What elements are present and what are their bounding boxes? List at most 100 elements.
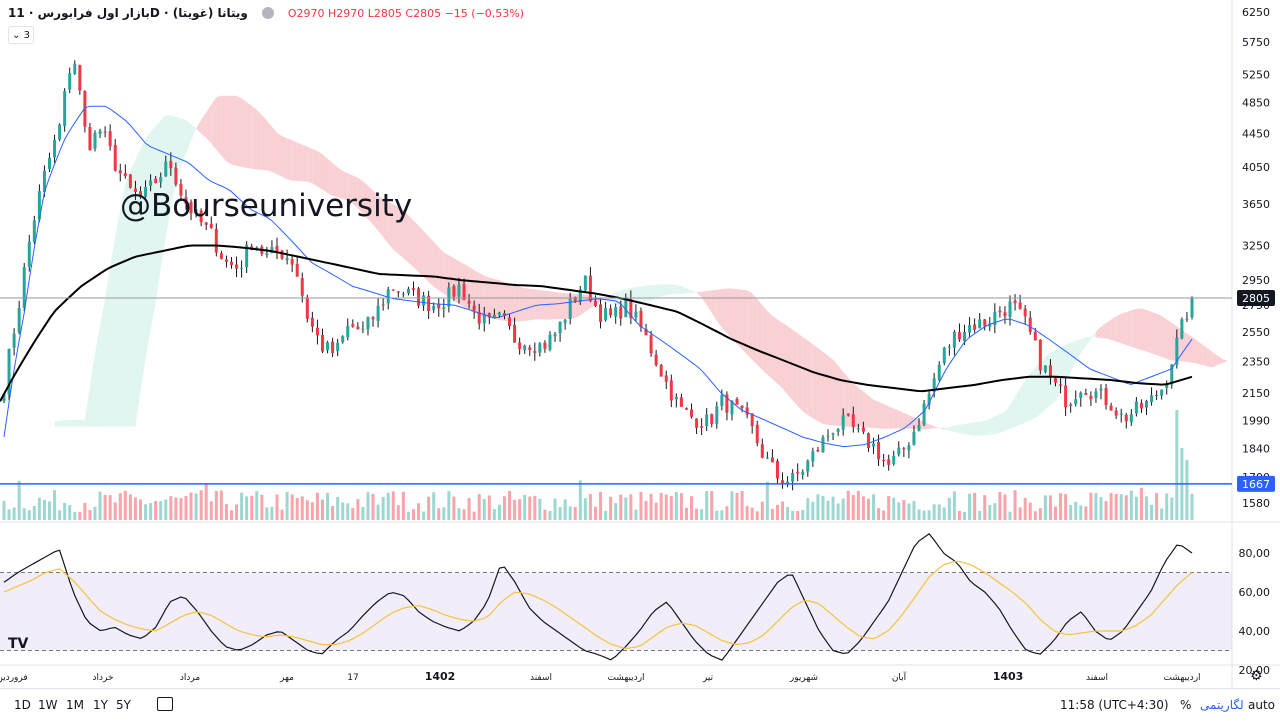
- cloud-segment: [64, 419, 70, 427]
- cloud-segment: [1106, 319, 1112, 340]
- cloud-segment: [731, 288, 738, 344]
- gear-icon[interactable]: ⚙: [1250, 668, 1263, 684]
- cloud-segment: [534, 289, 540, 320]
- candle: [781, 472, 785, 489]
- cloud-segment: [160, 115, 166, 269]
- candle: [588, 267, 592, 303]
- volume-bar: [250, 495, 254, 520]
- candle: [275, 237, 279, 260]
- timeframe-1w[interactable]: 1W: [38, 698, 58, 712]
- candle: [518, 337, 522, 355]
- eye-icon[interactable]: [261, 7, 274, 19]
- candle: [401, 291, 405, 298]
- timeframe-1y[interactable]: 1Y: [93, 698, 108, 712]
- candle: [356, 322, 360, 330]
- time-tick-label: فروردین: [0, 673, 28, 683]
- candle: [154, 175, 158, 184]
- cloud-segment: [261, 114, 267, 171]
- candle: [315, 319, 319, 345]
- tradingview-logo-icon: TV: [8, 636, 29, 652]
- candle: [326, 340, 330, 354]
- cloud-segment: [1217, 355, 1223, 366]
- cloud-segment: [898, 410, 904, 429]
- candle: [695, 418, 699, 434]
- volume-bar: [411, 509, 415, 520]
- cloud-segment: [413, 220, 419, 273]
- volume-bar: [17, 480, 21, 520]
- candle: [184, 189, 188, 210]
- volume-bar: [573, 507, 577, 520]
- volume-bar: [366, 492, 370, 520]
- candle: [952, 329, 956, 356]
- candle: [477, 303, 481, 330]
- timeframe-1m[interactable]: 1M: [66, 698, 84, 712]
- candle: [199, 208, 203, 227]
- cloud-segment: [433, 241, 439, 291]
- candle: [189, 199, 193, 221]
- cloud-segment: [307, 146, 313, 184]
- volume-bar: [1013, 490, 1017, 520]
- candle: [437, 297, 441, 317]
- timeframe-1d[interactable]: 1D: [14, 698, 31, 712]
- price-tick-label: 5750: [1242, 36, 1270, 49]
- volume-bar: [963, 511, 967, 520]
- candle: [128, 174, 132, 189]
- log-scale-toggle[interactable]: لگاریتمی: [1200, 698, 1244, 712]
- candle: [159, 172, 163, 188]
- cloud-segment: [1151, 311, 1157, 356]
- cloud-segment: [89, 353, 95, 427]
- clock-time[interactable]: 11:58 (UTC+4:30): [1060, 698, 1169, 712]
- cloud-segment: [716, 289, 722, 328]
- volume-bar: [255, 490, 259, 520]
- candle: [523, 344, 527, 354]
- cloud-segment: [843, 371, 849, 427]
- candle: [457, 277, 461, 304]
- candle: [32, 215, 36, 245]
- candle: [973, 318, 977, 333]
- price-tick-label: 5250: [1242, 68, 1270, 81]
- volume-bar: [937, 504, 941, 520]
- cloud-segment: [1146, 310, 1152, 354]
- volume-bar: [108, 495, 112, 520]
- cloud-segment: [191, 124, 197, 141]
- time-tick-label: تیر: [702, 673, 714, 683]
- chart-svg[interactable]: 6250575052504850445040503650325029502750…: [0, 0, 1280, 688]
- candle: [280, 249, 284, 261]
- cloud-segment: [888, 406, 894, 429]
- candle: [917, 418, 921, 432]
- candle: [609, 304, 613, 318]
- volume-bar: [1028, 502, 1032, 520]
- candle: [816, 446, 820, 453]
- auto-scale-toggle[interactable]: auto: [1248, 698, 1276, 712]
- percent-toggle[interactable]: %: [1180, 698, 1192, 712]
- cloud-segment: [529, 288, 535, 321]
- volume-bar: [1170, 497, 1174, 520]
- cloud-segment: [246, 102, 252, 169]
- candle: [1160, 389, 1164, 400]
- cloud-segment: [94, 325, 101, 427]
- collapse-indicators-button[interactable]: ⌄ 3: [8, 26, 34, 44]
- volume-bar: [502, 496, 506, 520]
- volume-bar: [1139, 487, 1143, 520]
- cloud-segment: [519, 286, 525, 322]
- volume-bar: [184, 495, 188, 520]
- candle: [533, 342, 537, 361]
- volume-bar: [695, 508, 699, 520]
- volume-bar: [22, 508, 26, 520]
- cloud-segment: [934, 426, 940, 429]
- candle: [47, 152, 51, 172]
- candle: [942, 346, 946, 366]
- candle: [700, 418, 704, 436]
- volume-bar: [826, 500, 830, 520]
- candle: [811, 447, 815, 467]
- cloud-segment: [357, 177, 363, 214]
- candle: [229, 257, 233, 269]
- volume-bar: [861, 496, 865, 520]
- candle: [866, 432, 870, 452]
- timeframe-5y[interactable]: 5Y: [116, 698, 131, 712]
- candle: [1165, 380, 1169, 395]
- candle: [381, 298, 385, 311]
- date-range-icon[interactable]: [157, 697, 173, 711]
- cloud-segment: [954, 424, 960, 434]
- cloud-segment: [1166, 319, 1172, 361]
